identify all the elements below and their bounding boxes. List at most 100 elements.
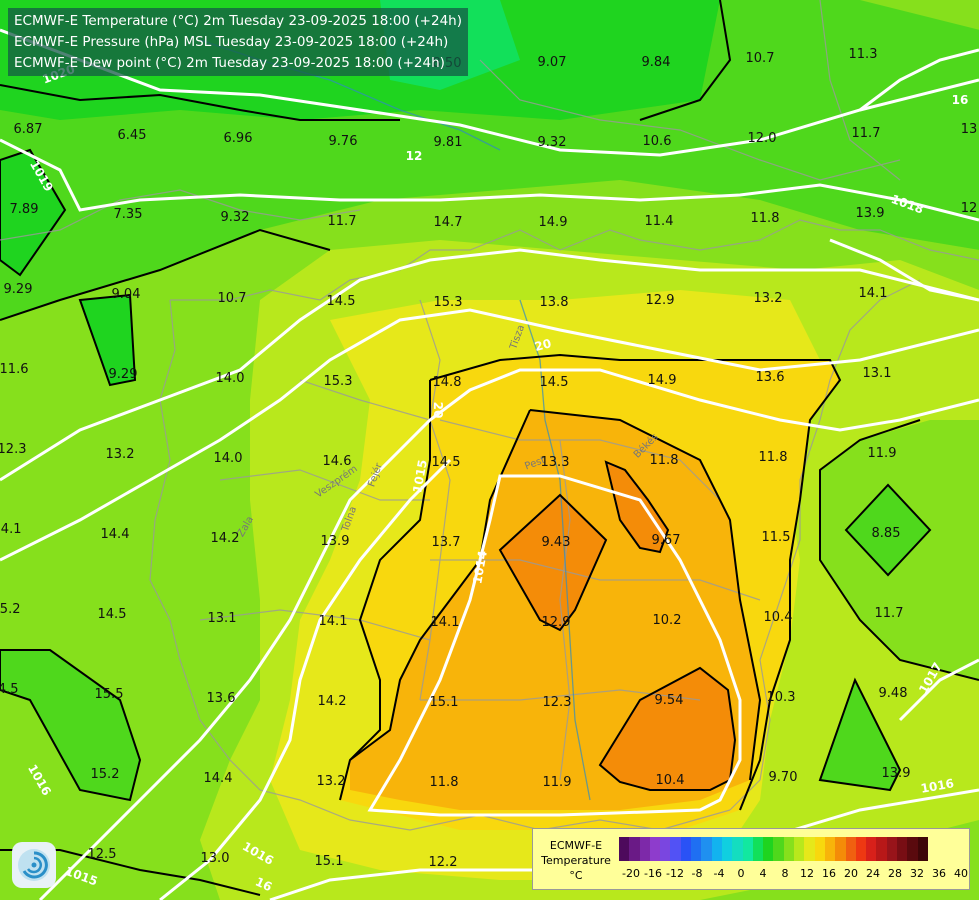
- legend-title-line1: ECMWF-E: [549, 839, 603, 852]
- map-value-label: 11.8: [751, 211, 780, 226]
- legend-tick-label: 8: [781, 867, 789, 880]
- legend-color-swatch: [639, 837, 650, 861]
- isobar-label: 1016: [920, 776, 955, 796]
- legend-color-swatch: [711, 837, 722, 861]
- legend-tick-label: 40: [954, 867, 968, 880]
- map-value-label: 9.29: [4, 282, 33, 297]
- legend-tick-label: 4: [759, 867, 767, 880]
- dewpoint-cell-1: [78, 293, 137, 387]
- legend-color-swatch: [732, 837, 743, 861]
- map-value-label: 11.5: [762, 530, 791, 545]
- dewpoint-cell-5: [0, 649, 142, 802]
- legend-title-line3: °C: [569, 869, 583, 882]
- map-value-label: 14.5: [540, 375, 569, 390]
- legend-color-swatch: [721, 837, 733, 861]
- map-value-label: 10.7: [218, 291, 247, 306]
- map-value-label: 11.7: [328, 214, 357, 229]
- map-value-label: 9.70: [769, 770, 798, 785]
- title-temperature: ECMWF-E Temperature (°C) 2m Tuesday 23-0…: [14, 13, 462, 29]
- map-value-label: 14.5: [327, 294, 356, 309]
- legend-tick-label: 16: [822, 867, 836, 880]
- isobar-label: 1014: [470, 550, 490, 585]
- map-value-label: 12.3: [0, 442, 26, 457]
- legend-title-line2: Temperature: [541, 854, 611, 867]
- legend-tick-label: 32: [910, 867, 924, 880]
- map-value-label: 15.1: [430, 695, 459, 710]
- map-value-label: 10.3: [767, 690, 796, 705]
- legend-color-swatch: [845, 837, 856, 861]
- legend-color-swatch: [619, 837, 630, 861]
- map-value-label: 13.2: [317, 774, 346, 789]
- map-value-label: 14.7: [434, 215, 463, 230]
- map-value-label: 15.5: [95, 687, 124, 702]
- map-value-label: 14.8: [433, 375, 462, 390]
- map-value-label: 13: [961, 122, 978, 137]
- legend-color-swatch: [814, 837, 825, 861]
- map-value-label: 9.48: [879, 686, 908, 701]
- map-value-label: 12.3: [543, 695, 572, 710]
- isobar-label: 16: [253, 875, 274, 895]
- map-value-label: 13.1: [863, 366, 892, 381]
- map-value-label: 11.8: [430, 775, 459, 790]
- map-title-box: ECMWF-E Temperature (°C) 2m Tuesday 23-0…: [8, 8, 468, 76]
- map-value-label: 13.0: [201, 851, 230, 866]
- map-value-label: 15.3: [434, 295, 463, 310]
- isobar-label: 20: [533, 336, 553, 354]
- legend-color-swatch: [866, 837, 877, 861]
- legend-tick-label: 0: [737, 867, 745, 880]
- legend-color-swatch: [876, 837, 887, 861]
- map-value-label: 13.8: [540, 295, 569, 310]
- legend-color-swatch: [701, 837, 712, 861]
- map-value-label: 9.04: [112, 287, 141, 302]
- map-value-label: 13.1: [208, 611, 237, 626]
- map-value-label: 9.81: [434, 135, 463, 150]
- legend-color-swatch: [794, 837, 805, 861]
- map-value-label: 15.2: [0, 602, 20, 617]
- temp-cell-south: [600, 668, 735, 790]
- map-value-label: 9.67: [652, 533, 681, 548]
- map-value-label: 11.3: [849, 47, 878, 62]
- legend-color-swatch: [670, 837, 681, 861]
- map-value-label: 14.5: [432, 455, 461, 470]
- map-value-label: 12: [961, 201, 978, 216]
- map-value-label: 14.9: [539, 215, 568, 230]
- map-value-label: 13.9: [321, 534, 350, 549]
- map-value-label: 14.2: [211, 531, 240, 546]
- legend-color-swatch: [783, 837, 795, 861]
- map-value-label: 14.2: [318, 694, 347, 709]
- legend-color-bar: [619, 837, 928, 861]
- legend-tick-label: -12: [666, 867, 684, 880]
- legend-tick-label: -20: [622, 867, 640, 880]
- map-value-label: 9.84: [642, 55, 671, 70]
- legend-color-swatch: [804, 837, 815, 861]
- map-value-label: 11.7: [852, 126, 881, 141]
- ecmwf-swirl-icon: [18, 849, 50, 881]
- map-value-label: 7.89: [10, 202, 39, 217]
- legend-tick-labels: -20 -16 -12 -8 -4 0 4 8 12 16 20 24 28 32 36 40: [615, 867, 968, 881]
- map-value-label: 14.1: [431, 615, 460, 630]
- map-value-label: 14.1: [0, 522, 21, 537]
- title-pressure: ECMWF-E Pressure (hPa) MSL Tuesday 23-09…: [14, 34, 449, 50]
- legend-color-swatch: [835, 837, 846, 861]
- map-value-label: 6.45: [118, 128, 147, 143]
- legend-color-swatch: [897, 837, 908, 861]
- legend-title: ECMWF-E Temperature °C: [537, 838, 615, 883]
- legend-color-swatch: [917, 837, 928, 861]
- temp-cell-east: [606, 462, 668, 552]
- ecmwf-logo: [12, 842, 56, 888]
- map-value-label: 11.8: [650, 453, 679, 468]
- legend-color-swatch: [907, 837, 918, 861]
- map-value-label: 14.0: [216, 371, 245, 386]
- legend-color-swatch: [763, 837, 774, 861]
- map-value-label: 11.9: [868, 446, 897, 461]
- map-value-label: 11.7: [875, 606, 904, 621]
- legend-color-swatch: [649, 837, 661, 861]
- map-value-label: 11.8: [759, 450, 788, 465]
- map-value-label: 13.7: [432, 535, 461, 550]
- map-value-label: 9.29: [109, 367, 138, 382]
- map-value-label: 13.9: [856, 206, 885, 221]
- legend-color-swatch: [886, 837, 898, 861]
- map-value-label: 12.5: [88, 847, 117, 862]
- dewpoint-cell-4: [818, 677, 902, 792]
- map-value-label: 7.35: [114, 207, 143, 222]
